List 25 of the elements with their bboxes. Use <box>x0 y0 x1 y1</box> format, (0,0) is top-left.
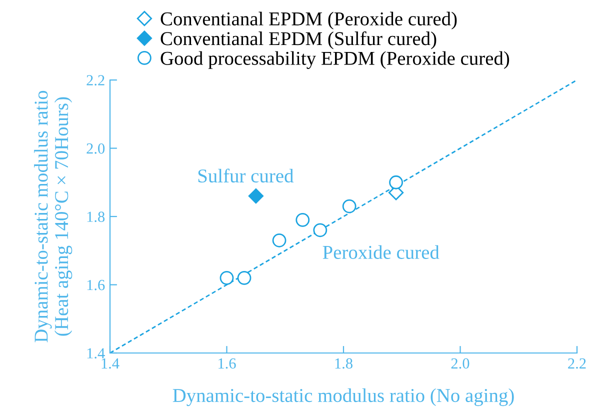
annotation: Sulfur cured <box>198 168 294 183</box>
x-tick-label: 1.8 <box>335 358 352 369</box>
y-tick-label: 1.4 <box>87 348 105 359</box>
point <box>389 175 403 190</box>
point <box>313 223 328 238</box>
y-tick-label: 1.6 <box>87 280 105 290</box>
x-tick-label: 2.2 <box>568 358 586 369</box>
x-tick-label: 2.0 <box>451 358 470 369</box>
legend-label: Conventianal EPDM (Peroxide cured) <box>160 12 457 30</box>
x-axis-title: Dynamic-to-static modulus ratio (No aging) <box>172 388 514 406</box>
y-tick-label: 2.0 <box>86 143 105 154</box>
point <box>220 270 234 285</box>
x-tick-label: 1.4 <box>102 358 120 369</box>
y-axis-title: Dynamic-to-static modulus ratio (Heat aging 140°C × 70Hours) <box>34 90 72 342</box>
point <box>272 233 286 248</box>
annotation: Peroxide cured <box>322 245 440 259</box>
y-tick-label: 2.2 <box>86 75 104 86</box>
point <box>237 270 252 285</box>
point <box>296 212 310 227</box>
x-tick-label: 1.6 <box>218 358 236 369</box>
point <box>342 199 356 214</box>
legend-label: Conventianal EPDM (Sulfur cured) <box>160 31 436 50</box>
y-tick-label: 1.8 <box>87 212 105 222</box>
legend-label: Good processability EPDM (Peroxide cured) <box>160 51 510 69</box>
point <box>248 188 264 204</box>
